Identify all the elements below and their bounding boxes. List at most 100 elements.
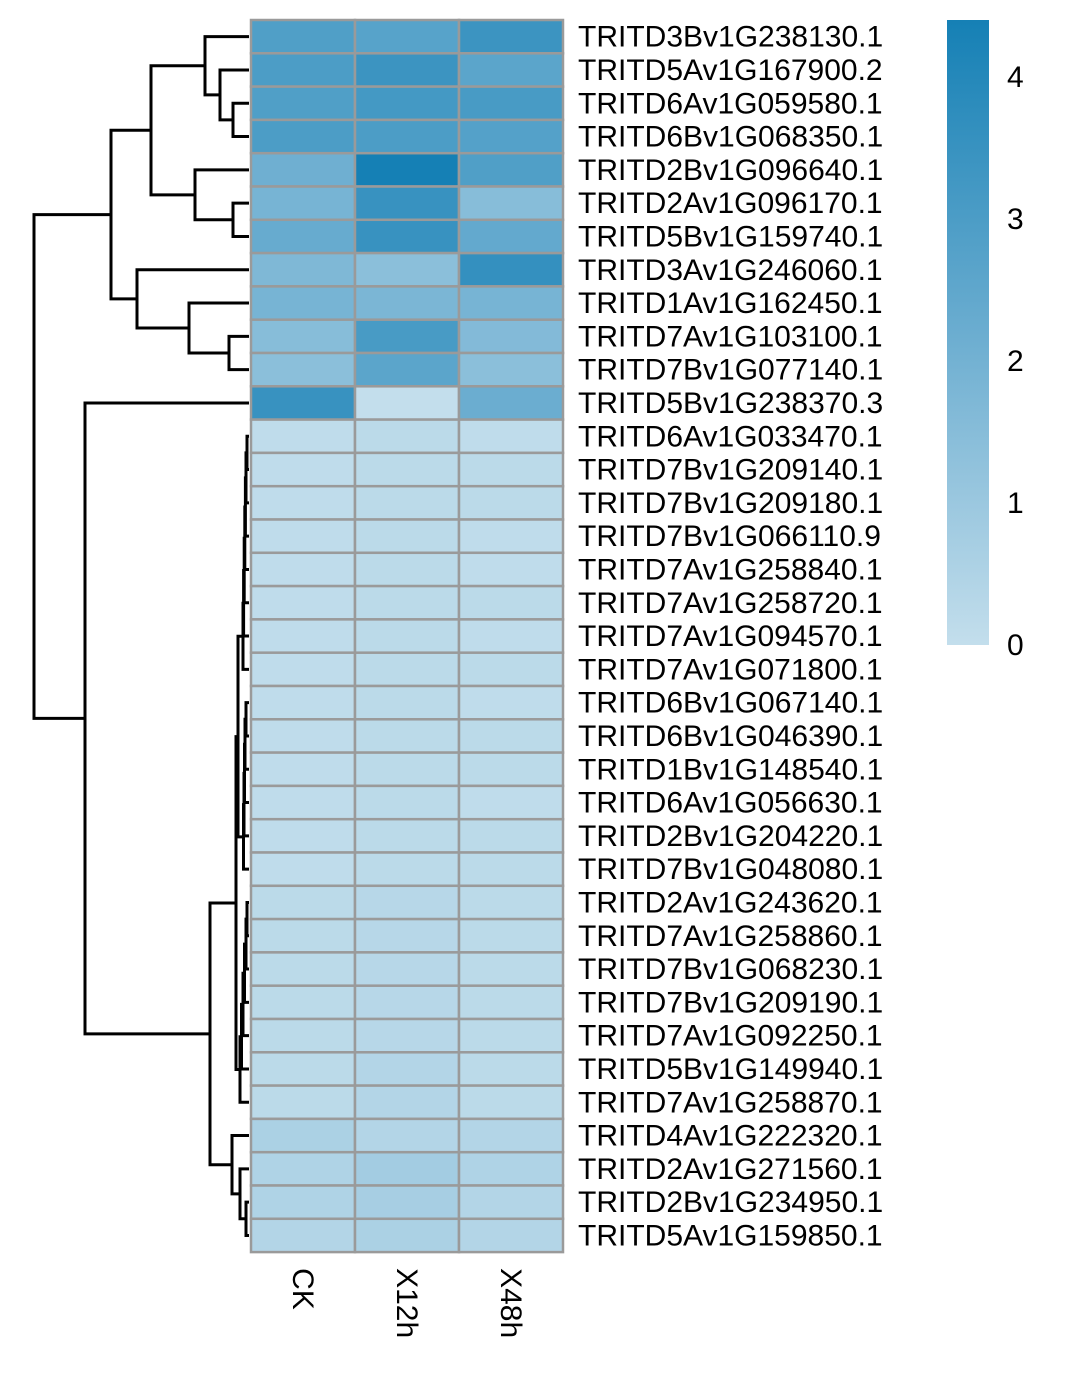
row-label: TRITD7Bv1G209190.1 (578, 986, 883, 1019)
heatmap-cell (457, 851, 565, 888)
heatmap-cell (249, 484, 357, 521)
heatmap-cell (457, 151, 565, 188)
row-label: TRITD6Bv1G068350.1 (578, 121, 883, 154)
column-label: X48h (494, 1268, 527, 1338)
heatmap-cell (457, 118, 565, 155)
heatmap-cell (353, 651, 461, 688)
dendrogram-branch (231, 201, 249, 238)
dendrogram-branch (244, 917, 249, 971)
heatmap-cell (249, 551, 357, 588)
color-legend: 0 1 2 3 4 (947, 20, 1024, 662)
heatmap-cell (249, 118, 357, 155)
heatmap-cell (353, 1150, 461, 1187)
heatmap-cell (457, 884, 565, 921)
dendrogram-branch (231, 101, 249, 139)
row-label: TRITD5Bv1G238370.3 (578, 387, 883, 420)
row-label: TRITD3Av1G246060.1 (578, 254, 883, 287)
legend-tick-label: 4 (1007, 61, 1024, 94)
row-label: TRITD7Av1G092250.1 (578, 1020, 883, 1053)
legend-tick-label: 3 (1007, 203, 1024, 236)
heatmap-cell (353, 518, 461, 555)
heatmap-cell (249, 18, 357, 55)
row-label: TRITD7Bv1G077140.1 (578, 354, 883, 387)
row-label: TRITD7Bv1G209180.1 (578, 487, 883, 520)
row-label: TRITD2Bv1G204220.1 (578, 820, 883, 853)
heatmap-cell (353, 951, 461, 987)
heatmap-cell (457, 951, 565, 987)
heatmap-cell (353, 851, 461, 888)
row-label: TRITD6Bv1G046390.1 (578, 720, 883, 753)
heatmap-cells (249, 18, 565, 1254)
row-label: TRITD6Bv1G067140.1 (578, 687, 883, 720)
row-label: TRITD7Av1G258870.1 (578, 1086, 883, 1119)
heatmap-cell (457, 784, 565, 821)
row-label: TRITD2Av1G243620.1 (578, 886, 883, 919)
row-label: TRITD3Bv1G238130.1 (578, 21, 883, 54)
heatmap-cell (457, 518, 565, 555)
heatmap-cell (249, 85, 357, 122)
dendrogram-branch (149, 64, 205, 197)
heatmap-cell (353, 1017, 461, 1054)
heatmap-cell (457, 451, 565, 488)
heatmap-cell (457, 984, 565, 1021)
heatmap-cell (249, 618, 357, 654)
heatmap-cell (353, 784, 461, 821)
row-label: TRITD7Bv1G068230.1 (578, 953, 883, 986)
heatmap-cell (249, 451, 357, 488)
heatmap-cell (457, 318, 565, 355)
heatmap-cell (249, 185, 357, 222)
legend-tick-label: 0 (1007, 629, 1024, 662)
heatmap-cell (457, 618, 565, 654)
row-label: TRITD7Av1G258840.1 (578, 553, 883, 586)
dendrogram-branch (203, 35, 249, 97)
dendrogram-branch (227, 334, 249, 372)
dendrogram-branch (83, 401, 249, 1036)
row-label: TRITD7Bv1G066110.9 (578, 520, 881, 553)
legend-colorbar (947, 20, 989, 645)
heatmap-cell (457, 185, 565, 222)
row-label: TRITD4Av1G222320.1 (578, 1120, 883, 1153)
heatmap-cell (353, 718, 461, 754)
heatmap-cell (353, 684, 461, 721)
row-dendrogram (32, 35, 249, 1237)
row-label: TRITD7Av1G094570.1 (578, 620, 883, 653)
heatmap-cell (457, 718, 565, 754)
heatmap-cell (353, 285, 461, 321)
row-label: TRITD2Av1G096170.1 (578, 187, 883, 220)
heatmap-cell (353, 551, 461, 588)
heatmap-cell (457, 85, 565, 122)
dendrogram-branch (109, 128, 151, 301)
row-label: TRITD2Bv1G096640.1 (578, 154, 883, 187)
heatmap-cell (249, 851, 357, 888)
heatmap-cell (457, 18, 565, 55)
heatmap-cell (353, 18, 461, 55)
heatmap-cell (353, 385, 461, 421)
row-label: TRITD7Bv1G209140.1 (578, 454, 883, 487)
heatmap-cell (249, 751, 357, 788)
dendrogram-branch (208, 901, 236, 1167)
column-labels: CK X12h X48h (286, 1268, 527, 1338)
column-label: X12h (390, 1268, 423, 1338)
heatmap-cell (249, 1117, 357, 1154)
heatmap-cell (353, 351, 461, 388)
heatmap-cell (249, 584, 357, 621)
heatmap-cell (249, 684, 357, 721)
row-label: TRITD1Bv1G148540.1 (578, 753, 883, 786)
heatmap-cell (353, 618, 461, 654)
row-labels: TRITD3Bv1G238130.1TRITD5Av1G167900.2TRIT… (578, 21, 883, 1253)
heatmap-cell (353, 984, 461, 1021)
heatmap-cell (353, 1117, 461, 1154)
heatmap-cell (353, 418, 461, 455)
row-label: TRITD6Av1G033470.1 (578, 420, 883, 453)
heatmap-cell (249, 1184, 357, 1221)
heatmap-cell (249, 418, 357, 455)
heatmap-cell (457, 651, 565, 688)
heatmap-cell (249, 817, 357, 854)
legend-tick-label: 2 (1007, 345, 1024, 378)
heatmap-cell (249, 1150, 357, 1187)
heatmap-cell (249, 1217, 357, 1254)
heatmap-cell (457, 1217, 565, 1254)
heatmap-cell (249, 1084, 357, 1121)
heatmap-cell (353, 1051, 461, 1087)
column-label: CK (286, 1268, 319, 1310)
